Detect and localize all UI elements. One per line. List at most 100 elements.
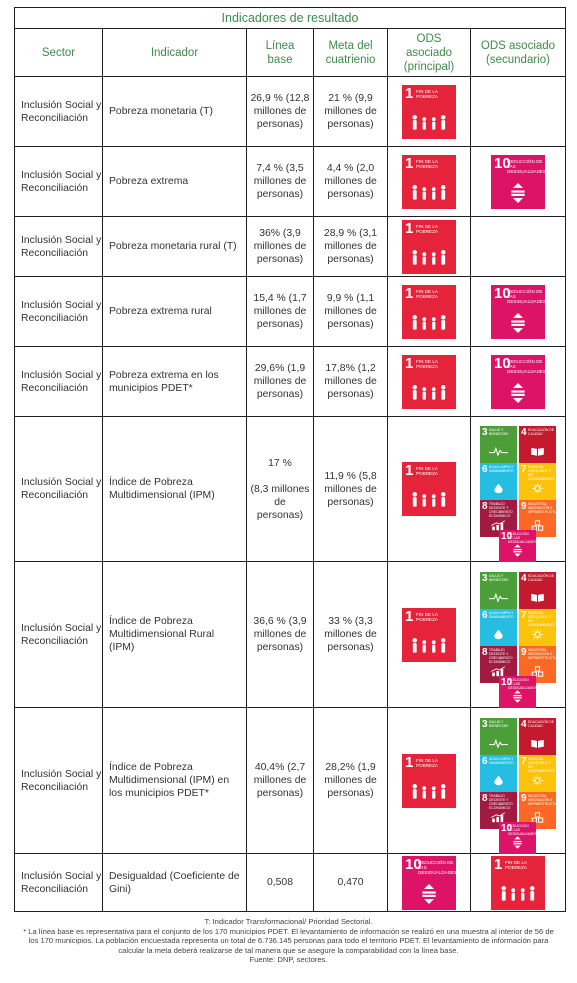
- target-cell: 17,8% (1,2 millones de personas): [313, 346, 388, 417]
- table-row: Inclusión Social y Reconciliación Pobreza…: [14, 76, 566, 147]
- growth-icon: [488, 810, 509, 825]
- heartbeat-icon: [488, 736, 509, 751]
- ods-secondary-cell: 1 FIN DE LA POBREZA: [470, 853, 566, 912]
- family-icon: [410, 113, 448, 133]
- baseline-value: 29,6% (1,9 millones de personas): [253, 363, 307, 400]
- family-icon: [410, 248, 448, 268]
- ods-label: EDUCACIÓN DE CALIDAD: [528, 719, 554, 728]
- sector-cell: Inclusión Social y Reconciliación: [14, 416, 103, 562]
- ods-1-badge: 1 FIN DE LA POBREZA: [402, 753, 456, 808]
- baseline-value: 40,4% (2,7 millones de personas): [253, 762, 307, 799]
- heartbeat-icon: [488, 444, 509, 459]
- ods-1-badge: 1 FIN DE LA POBREZA: [402, 84, 456, 139]
- indicator-cell: Índice de Pobreza Multidimensional Rural…: [102, 561, 247, 708]
- indicator-cell: Pobreza monetaria rural (T): [102, 216, 247, 277]
- header-ods-secundario: ODS asociado (secundario): [470, 28, 566, 77]
- ods-label: REDUCCIÓN DE LAS DESIGUALDADES: [508, 677, 537, 690]
- sector-cell: Inclusión Social y Reconciliación: [14, 76, 103, 147]
- target-cell: 28,2% (1,9 millones de personas): [313, 707, 388, 854]
- ods-label: INDUSTRIA, INNOVACIÓN E INFRAESTRUCTURA: [528, 647, 562, 660]
- ods-3-badge: 3 SALUD Y BIENESTAR: [480, 426, 517, 463]
- baseline-value: 7,4 % (3,5 millones de personas): [253, 163, 307, 200]
- ods-principal-cell: 1 FIN DE LA POBREZA: [387, 76, 471, 147]
- family-icon: [410, 313, 448, 333]
- ods-secondary-cell: 10 REDUCCIÓN DE LAS DESIGUALDADES: [470, 346, 566, 417]
- equality-icon: [499, 182, 537, 203]
- ods-number: 1: [405, 219, 414, 237]
- ods-number: 10: [494, 354, 511, 372]
- book-icon: [527, 736, 548, 751]
- ods-principal-cell: 1 FIN DE LA POBREZA: [387, 416, 471, 562]
- ods-label: FIN DE LA POBREZA: [416, 358, 438, 369]
- ods-number: 7: [521, 755, 527, 767]
- ods-number: 6: [482, 755, 488, 767]
- ods-10-badge: 10 REDUCCIÓN DE LAS DESIGUALDADES: [499, 821, 537, 854]
- ods-10-badge: 10 REDUCCIÓN DE LAS DESIGUALDADES: [491, 354, 546, 409]
- equality-icon: [499, 312, 537, 333]
- header-indicador: Indicador: [102, 28, 247, 77]
- ods-number: 4: [521, 718, 527, 730]
- target-cell: 21 % (9,9 millones de personas): [313, 76, 388, 147]
- ods-number: 9: [521, 646, 527, 658]
- ods-1-badge: 1 FIN DE LA POBREZA: [402, 219, 456, 274]
- ods-label: SALUD Y BIENESTAR: [489, 428, 508, 436]
- ods-4-badge: 4 EDUCACIÓN DE CALIDAD: [519, 571, 556, 609]
- ods-number: 3: [482, 718, 488, 730]
- ods-3-badge: 3 SALUD Y BIENESTAR: [480, 571, 517, 609]
- ods-label: SALUD Y BIENESTAR: [489, 573, 508, 582]
- ods-number: 6: [482, 609, 488, 621]
- water-icon: [488, 773, 509, 788]
- indicator-cell: Índice de Pobreza Multidimensional (IPM): [102, 416, 247, 562]
- heartbeat-icon: [488, 590, 509, 605]
- target-cell: 33 % (3,3 millones de personas): [313, 561, 388, 708]
- ods-number: 4: [521, 427, 527, 438]
- ods-secondary-cell: 3 SALUD Y BIENESTAR 4 EDUCACIÓN DE CALIDAD 6…: [470, 416, 566, 562]
- ods-label: EDUCACIÓN DE CALIDAD: [528, 428, 554, 436]
- equality-icon: [499, 382, 537, 403]
- ods-secondary-cell: 3 SALUD Y BIENESTAR 4 EDUCACIÓN DE CALIDAD 6…: [470, 707, 566, 854]
- indicator-cell: Índice de Pobreza Multidimensional (IPM)…: [102, 707, 247, 854]
- baseline-cell: 26,9 % (12,8 millones de personas): [246, 76, 314, 147]
- ods-10-badge: 10 REDUCCIÓN DE LAS DESIGUALDADES: [499, 530, 537, 562]
- table-row: Inclusión Social y Reconciliación Pobreza…: [14, 146, 566, 217]
- ods-number: 10: [494, 284, 511, 302]
- ods-number: 1: [405, 607, 414, 625]
- baseline-value: 26,9 % (12,8 millones de personas): [250, 93, 310, 130]
- ods-principal-cell: 1 FIN DE LA POBREZA: [387, 346, 471, 417]
- ods-label: ENERGÍA ASEQUIBLE Y NO CONTAMINANTE: [528, 465, 555, 481]
- sector-cell: Inclusión Social y Reconciliación: [14, 216, 103, 277]
- ods-label: FIN DE LA POBREZA: [416, 466, 438, 476]
- equality-icon: [507, 835, 528, 850]
- indicator-cell: Pobreza extrema: [102, 146, 247, 217]
- ods-label: REDUCCIÓN DE LAS DESIGUALDADES: [508, 823, 537, 836]
- indicator-cell: Pobreza extrema en los municipios PDET*: [102, 346, 247, 417]
- ods-label: REDUCCIÓN DE LAS DESIGUALDADES: [508, 532, 537, 544]
- table-row: Inclusión Social y Reconciliación Índice …: [14, 416, 566, 562]
- indicator-cell: Pobreza monetaria (T): [102, 76, 247, 147]
- baseline-cell: 40,4% (2,7 millones de personas): [246, 707, 314, 854]
- target-cell: 11,9 % (5,8 millones de personas): [313, 416, 388, 562]
- growth-icon: [488, 518, 509, 533]
- ods-number: 1: [494, 855, 503, 873]
- ods-secondary-cell: 10 REDUCCIÓN DE LAS DESIGUALDADES: [470, 276, 566, 347]
- ods-principal-cell: 1 FIN DE LA POBREZA: [387, 146, 471, 217]
- book-icon: [527, 444, 548, 459]
- table-row: Inclusión Social y Reconciliación Índice …: [14, 561, 566, 708]
- ods-number: 1: [405, 154, 414, 172]
- ods-4-badge: 4 EDUCACIÓN DE CALIDAD: [519, 717, 556, 755]
- sector-cell: Inclusión Social y Reconciliación: [14, 707, 103, 854]
- baseline-value: 15,4 % (1,7 millones de personas): [253, 293, 307, 330]
- ods-label: ENERGÍA ASEQUIBLE Y NO CONTAMINANTE: [528, 610, 555, 627]
- sector-cell: Inclusión Social y Reconciliación: [14, 346, 103, 417]
- baseline-value: 36,6 % (3,9 millones de personas): [253, 616, 307, 653]
- target-cell: 4,4 % (2,0 millones de personas): [313, 146, 388, 217]
- ods-4-badge: 4 EDUCACIÓN DE CALIDAD: [519, 426, 556, 463]
- result-indicators-table: Indicadores de resultado Sector Indicado…: [14, 7, 566, 912]
- ods-10-badge: 10 REDUCCIÓN DE LAS DESIGUALDADES: [499, 675, 537, 708]
- baseline-value: 36% (3,9 millones de personas): [253, 228, 307, 265]
- ods-number: 1: [405, 462, 414, 479]
- ods-principal-cell: 1 FIN DE LA POBREZA: [387, 276, 471, 347]
- header-ods-principal: ODS asociado (principal): [387, 28, 471, 77]
- ods-number: 7: [521, 609, 527, 621]
